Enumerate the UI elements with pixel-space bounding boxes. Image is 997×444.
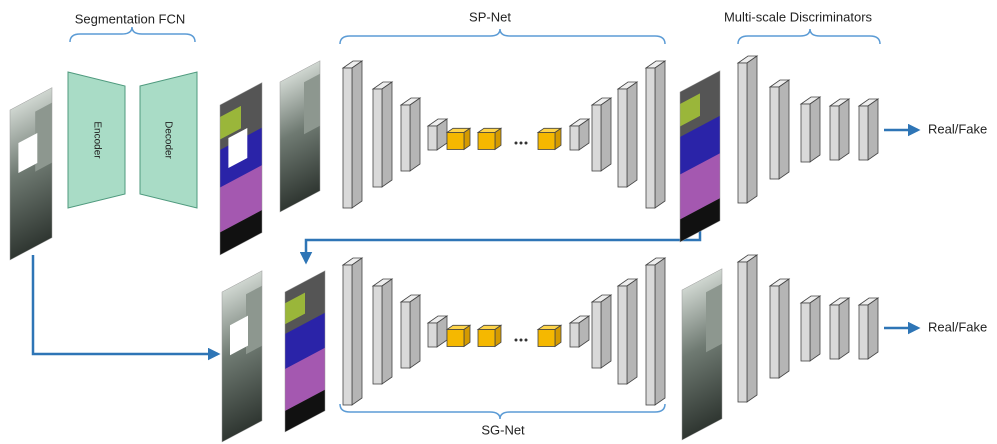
fcn-title: Segmentation FCN <box>75 11 186 26</box>
photo <box>682 269 722 440</box>
flow-arrow <box>306 228 700 262</box>
sg-net-title: SG-Net <box>481 422 525 437</box>
layer <box>801 303 810 361</box>
layer <box>738 63 747 203</box>
layer <box>495 325 501 346</box>
discriminators-title: Multi-scale Discriminators <box>724 9 873 24</box>
layer <box>839 99 849 160</box>
photo <box>280 61 320 212</box>
brace <box>340 404 665 419</box>
layer <box>618 286 627 384</box>
layer <box>747 255 757 402</box>
figure: Segmentation FCN SP-Net Multi-scale Disc… <box>0 0 997 444</box>
encoder-label: Encoder <box>91 121 102 159</box>
layer <box>464 128 470 149</box>
region <box>706 284 722 353</box>
layer <box>868 99 878 160</box>
layer <box>592 105 601 171</box>
segmentation-map <box>220 83 262 255</box>
region <box>304 74 320 135</box>
layer <box>538 133 555 150</box>
brace <box>738 29 880 44</box>
layer <box>352 61 362 208</box>
output-label: Real/Fake <box>928 319 987 334</box>
layer <box>830 106 839 160</box>
layer <box>859 106 868 160</box>
layer <box>495 128 501 149</box>
flow-arrow <box>33 255 218 354</box>
layer <box>382 279 392 384</box>
layer <box>738 262 747 402</box>
layer <box>538 330 555 347</box>
ellipsis-dot <box>515 142 518 145</box>
layer <box>810 296 820 361</box>
layer <box>627 279 637 384</box>
layer <box>839 298 849 359</box>
layer <box>627 82 637 187</box>
output-label: Real/Fake <box>928 121 987 136</box>
layer <box>655 61 665 208</box>
layer <box>646 68 655 208</box>
segmentation-map <box>285 271 325 432</box>
layer <box>555 128 561 149</box>
layer <box>779 279 789 378</box>
brace <box>70 27 195 42</box>
layer <box>601 98 611 171</box>
layer <box>447 330 464 347</box>
layer <box>382 82 392 187</box>
layer <box>410 295 420 368</box>
region <box>35 103 52 172</box>
layer <box>478 330 495 347</box>
ellipsis-dot <box>520 339 523 342</box>
layer <box>655 258 665 405</box>
region <box>246 286 262 355</box>
brace <box>340 29 665 44</box>
layer <box>464 325 470 346</box>
ellipsis-dot <box>525 339 528 342</box>
layer <box>779 80 789 179</box>
layer <box>601 295 611 368</box>
ellipsis-dot <box>525 142 528 145</box>
photo <box>222 271 262 442</box>
layer <box>343 265 352 405</box>
ellipsis-dot <box>515 339 518 342</box>
layer <box>570 323 579 347</box>
layer <box>401 105 410 171</box>
layer <box>447 133 464 150</box>
layer <box>410 98 420 171</box>
layer <box>770 286 779 378</box>
layer <box>343 68 352 208</box>
layer <box>810 97 820 162</box>
layer <box>646 265 655 405</box>
layer <box>859 305 868 359</box>
layer <box>401 302 410 368</box>
layer <box>555 325 561 346</box>
layer <box>801 104 810 162</box>
layer <box>770 87 779 179</box>
layer <box>352 258 362 405</box>
layer <box>592 302 601 368</box>
layer <box>478 133 495 150</box>
sp-net-title: SP-Net <box>469 9 511 24</box>
ellipsis-dot <box>520 142 523 145</box>
layer <box>428 126 437 150</box>
layer <box>570 126 579 150</box>
photo <box>10 88 52 260</box>
layer <box>618 89 627 187</box>
segmentation-map <box>680 71 720 242</box>
layer <box>428 323 437 347</box>
layer <box>373 286 382 384</box>
layer <box>868 298 878 359</box>
layer <box>373 89 382 187</box>
decoder-label: Decoder <box>162 121 173 159</box>
layer <box>830 305 839 359</box>
layer <box>747 56 757 203</box>
